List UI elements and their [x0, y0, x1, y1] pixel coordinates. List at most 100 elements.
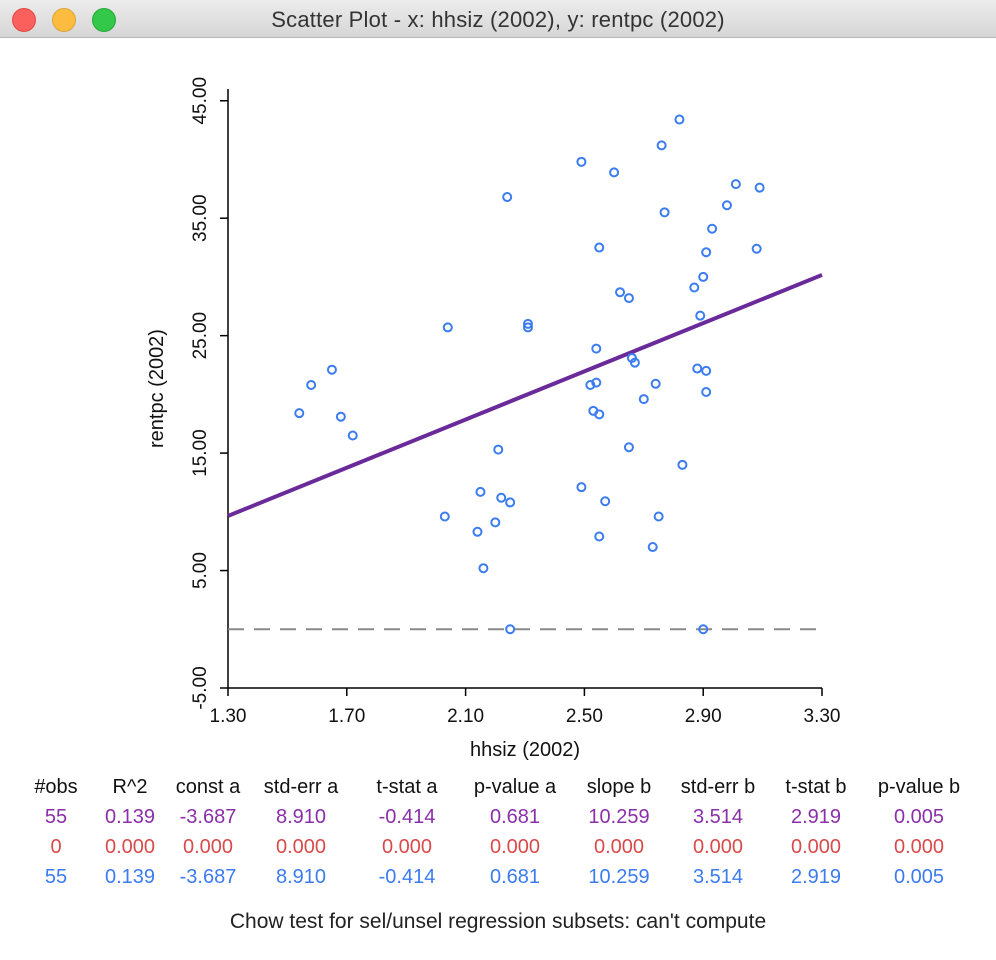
scatter-point[interactable] — [306, 379, 317, 390]
scatter-point[interactable] — [677, 459, 688, 470]
stats-header-cell: t-stat a — [376, 775, 438, 798]
stats-cell: 0.000 — [593, 835, 645, 858]
scatter-point[interactable] — [493, 444, 504, 455]
stats-row: 55 0.139 -3.687 8.910 -0.414 0.681 10.259 3.514… — [20, 862, 974, 892]
stats-row: 55 0.139 -3.687 8.910 -0.414 0.681 10.259 3.514… — [20, 802, 974, 832]
scatter-point[interactable] — [505, 624, 516, 635]
scatter-point[interactable] — [505, 497, 516, 508]
stats-cell: 0.139 — [104, 865, 156, 888]
stats-header-cell: R^2 — [112, 775, 148, 798]
scatter-point[interactable] — [730, 179, 741, 190]
close-window-button[interactable] — [12, 8, 36, 32]
scatter-point[interactable] — [439, 511, 450, 522]
scatter-point[interactable] — [689, 282, 700, 293]
stats-cell: -0.414 — [378, 805, 436, 828]
scatter-point[interactable] — [701, 387, 712, 398]
stats-cell: 2.919 — [790, 865, 842, 888]
scatter-point[interactable] — [326, 364, 337, 375]
stats-header-cell: const a — [175, 775, 241, 798]
scatter-point[interactable] — [442, 322, 453, 333]
scatter-point[interactable] — [591, 343, 602, 354]
x-tick-label: 2.50 — [566, 706, 603, 727]
stats-cell: 10.259 — [588, 865, 650, 888]
stats-cell: 8.910 — [275, 805, 327, 828]
scatter-point[interactable] — [638, 394, 649, 405]
stats-cell: 0.000 — [104, 835, 156, 858]
scatter-point[interactable] — [591, 377, 602, 388]
scatter-point[interactable] — [656, 140, 667, 151]
scatter-point[interactable] — [347, 430, 358, 441]
stats-cell: 0.139 — [104, 805, 156, 828]
x-axis-label: hhsiz (2002) — [470, 739, 580, 761]
scatter-point[interactable] — [623, 442, 634, 453]
maximize-window-button[interactable] — [92, 8, 116, 32]
window-titlebar: Scatter Plot - x: hhsiz (2002), y: rentp… — [0, 0, 996, 38]
minimize-window-button[interactable] — [52, 8, 76, 32]
stats-header-cell: #obs — [34, 775, 78, 798]
stats-cell: 10.259 — [588, 805, 650, 828]
scatter-point[interactable] — [496, 492, 507, 503]
scatter-point[interactable] — [698, 624, 709, 635]
stats-cell: 0.005 — [893, 865, 945, 888]
scatter-point[interactable] — [522, 322, 533, 333]
scatter-point[interactable] — [472, 526, 483, 537]
scatter-point[interactable] — [594, 409, 605, 420]
scatter-point[interactable] — [701, 365, 712, 376]
chow-test-message: Chow test for sel/unsel regression subse… — [229, 910, 767, 933]
x-tick-label: 1.30 — [210, 706, 247, 727]
scatter-point[interactable] — [475, 486, 486, 497]
scatter-point[interactable] — [522, 318, 533, 329]
stats-cell: -3.687 — [179, 805, 237, 828]
scatter-point[interactable] — [478, 563, 489, 574]
window-title: Scatter Plot - x: hhsiz (2002), y: rentp… — [271, 7, 725, 32]
stats-header-cell: std-err b — [680, 775, 756, 798]
stats-cell: 0.000 — [489, 835, 541, 858]
scatter-point[interactable] — [647, 542, 658, 553]
stats-cell: -0.414 — [378, 865, 436, 888]
x-tick-label: 2.90 — [685, 706, 722, 727]
scatter-point[interactable] — [600, 496, 611, 507]
scatter-point[interactable] — [695, 310, 706, 321]
scatter-point[interactable] — [653, 511, 664, 522]
scatter-point[interactable] — [674, 114, 685, 125]
regression-stats-table: #obs R^2 const a std-err a t-stat a p-value a… — [20, 772, 974, 892]
stats-header-cell: t-stat b — [785, 775, 847, 798]
scatter-point[interactable] — [294, 408, 305, 419]
scatter-point[interactable] — [335, 411, 346, 422]
scatter-point[interactable] — [594, 242, 605, 253]
stats-header-cell: slope b — [586, 775, 652, 798]
scatter-point[interactable] — [576, 156, 587, 167]
stats-cell: 0.000 — [381, 835, 433, 858]
scatter-point[interactable] — [594, 531, 605, 542]
scatter-point[interactable] — [609, 167, 620, 178]
y-tick-label: -5.00 — [190, 666, 211, 709]
scatter-point[interactable] — [754, 182, 765, 193]
scatter-plot[interactable]: 1.30 1.70 2.10 2.50 2.90 3.30 -5.00 5.00 15.00 25… — [0, 38, 996, 768]
stats-cell: 55 — [44, 805, 68, 828]
scatter-point[interactable] — [490, 517, 501, 528]
stats-cell: 0.681 — [489, 805, 541, 828]
y-tick-label: 45.00 — [190, 77, 211, 125]
stats-cell: 3.514 — [692, 805, 744, 828]
stats-header-cell: p-value a — [473, 775, 557, 798]
scatter-point[interactable] — [721, 200, 732, 211]
scatter-point[interactable] — [615, 287, 626, 298]
stats-cell: 2.919 — [790, 805, 842, 828]
stats-cell: 0 — [50, 835, 62, 858]
scatter-point[interactable] — [650, 378, 661, 389]
scatter-point[interactable] — [659, 207, 670, 218]
scatter-point[interactable] — [502, 192, 513, 203]
scatter-point[interactable] — [698, 271, 709, 282]
scatter-point[interactable] — [692, 363, 703, 374]
y-tick-label: 15.00 — [190, 429, 211, 477]
regression-line — [227, 273, 823, 518]
scatter-point[interactable] — [751, 243, 762, 254]
stats-cell: 0.681 — [489, 865, 541, 888]
scatter-point[interactable] — [585, 379, 596, 390]
scatter-point[interactable] — [629, 357, 640, 368]
scatter-point[interactable] — [701, 247, 712, 258]
scatter-point[interactable] — [623, 293, 634, 304]
scatter-point[interactable] — [707, 223, 718, 234]
stats-cell: 3.514 — [692, 865, 744, 888]
scatter-point[interactable] — [576, 482, 587, 493]
